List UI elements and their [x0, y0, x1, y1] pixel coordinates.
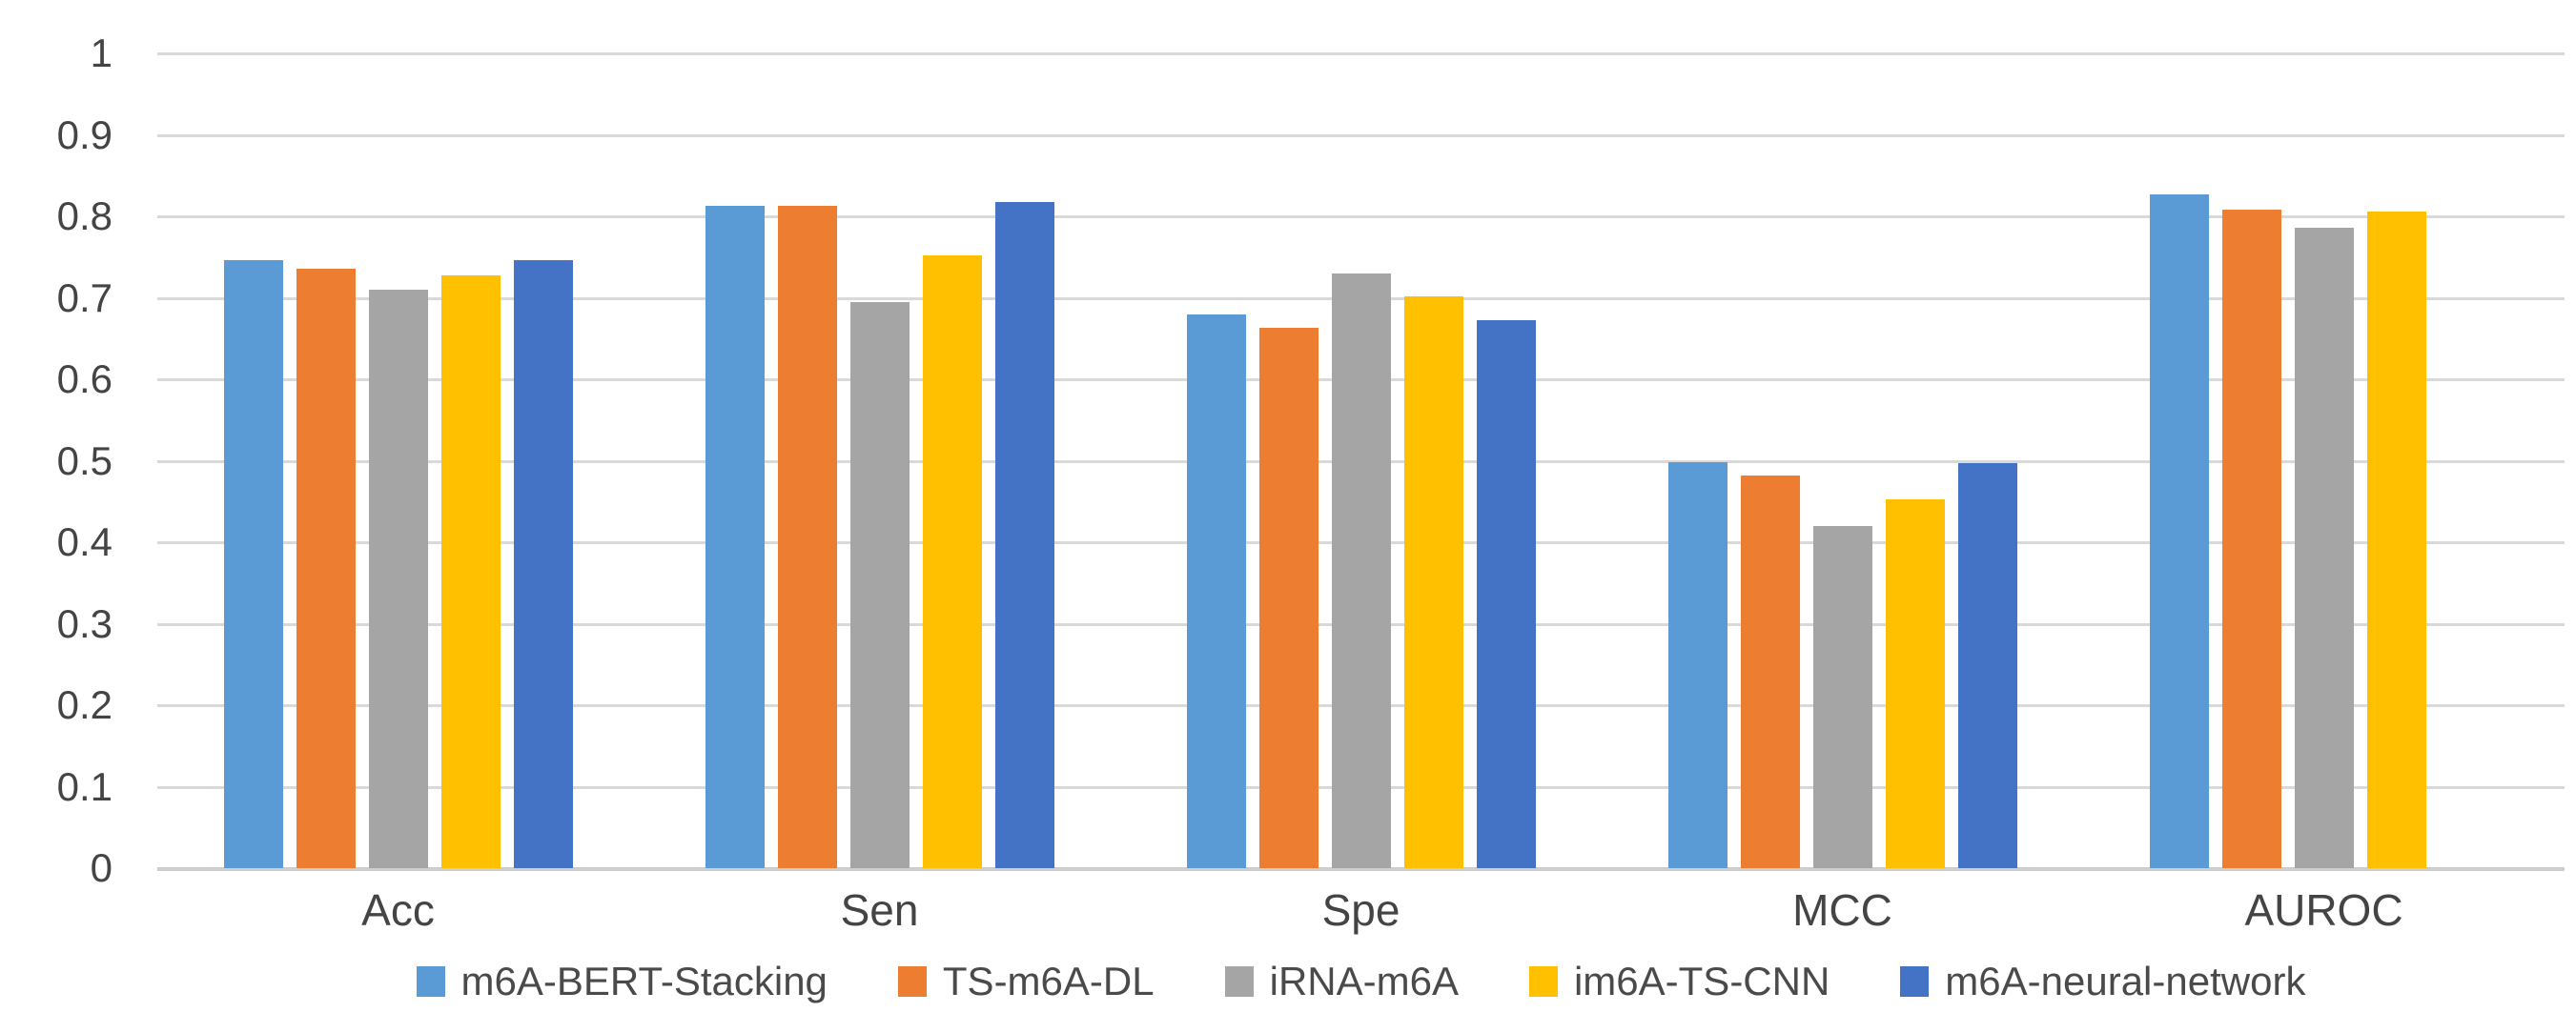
- bar-TS-m6A-DL-Acc: [296, 268, 356, 868]
- legend-swatch-m6A-BERT-Stacking: [416, 966, 445, 997]
- legend-label-iRNA-m6A: iRNA-m6A: [1269, 959, 1459, 1003]
- legend-swatch-im6A-TS-CNN: [1528, 966, 1558, 997]
- gridline-0.8: [157, 215, 2565, 218]
- y-axis: 0 0.1 0.2 0.3 0.4 0.5 0.6 0.7 0.8 0.9 1: [0, 30, 157, 890]
- category-label-Acc: Acc: [361, 885, 435, 935]
- bar-im6A-TS-CNN-Acc: [440, 275, 501, 868]
- y-tick-label-0: 0: [90, 845, 112, 890]
- bar-im6A-TS-CNN-AUROC: [2366, 211, 2426, 868]
- bar-group-Spe: [1120, 53, 1602, 868]
- bar-m6A-BERT-Stacking-Spe: [1186, 314, 1246, 868]
- legend-label-im6A-TS-CNN: im6A-TS-CNN: [1573, 959, 1830, 1003]
- y-tick-label-0.8: 0.8: [56, 193, 112, 238]
- category-label-AUROC: AUROC: [2244, 885, 2403, 935]
- bar-iRNA-m6A-Sen: [849, 301, 910, 868]
- category-label-Spe: Spe: [1321, 885, 1400, 935]
- category-label-Sen: Sen: [840, 885, 919, 935]
- bar-m6A-BERT-Stacking-AUROC: [2149, 193, 2209, 868]
- y-tick-label-0.3: 0.3: [56, 600, 112, 646]
- bar-TS-m6A-DL-MCC: [1740, 475, 1800, 868]
- bar-iRNA-m6A-Spe: [1331, 273, 1391, 868]
- bar-group-Acc: [157, 53, 639, 868]
- legend-item-im6A-TS-CNN: im6A-TS-CNN: [1528, 959, 1830, 1004]
- legend-item-TS-m6A-DL: TS-m6A-DL: [897, 959, 1155, 1004]
- legend-item-m6A-neural-network: m6A-neural-network: [1900, 959, 2305, 1004]
- legend-label-TS-m6A-DL: TS-m6A-DL: [942, 959, 1155, 1003]
- bar-m6A-BERT-Stacking-Acc: [223, 260, 283, 868]
- bar-iRNA-m6A-Acc: [368, 289, 428, 868]
- bar-TS-m6A-DL-Sen: [777, 205, 837, 868]
- bar-m6A-neural-network-Acc: [513, 260, 573, 868]
- y-tick-label-0.4: 0.4: [56, 519, 112, 564]
- y-tick-label-0.9: 0.9: [56, 111, 112, 157]
- legend-swatch-m6A-neural-network: [1900, 966, 1930, 997]
- y-tick-label-0.1: 0.1: [56, 763, 112, 809]
- y-tick-label-0.7: 0.7: [56, 274, 112, 320]
- plot-area: [157, 52, 2565, 871]
- y-tick-label-1: 1: [90, 30, 112, 75]
- y-tick-label-0.2: 0.2: [56, 682, 112, 727]
- bar-m6A-neural-network-MCC: [1957, 463, 2017, 868]
- bar-group-Sen: [639, 53, 1120, 868]
- bar-m6A-neural-network-Spe: [1476, 319, 1536, 868]
- legend-swatch-TS-m6A-DL: [897, 966, 927, 997]
- legend-item-iRNA-m6A: iRNA-m6A: [1224, 959, 1459, 1004]
- bar-group-AUROC: [2083, 53, 2565, 868]
- bar-group-MCC: [1602, 53, 2083, 868]
- bar-iRNA-m6A-MCC: [1812, 525, 1872, 868]
- bar-im6A-TS-CNN-Spe: [1403, 295, 1463, 868]
- y-tick-label-0.6: 0.6: [56, 356, 112, 401]
- legend-item-m6A-BERT-Stacking: m6A-BERT-Stacking: [416, 959, 828, 1004]
- gridline-1: [157, 52, 2565, 55]
- bar-m6A-neural-network-Sen: [994, 201, 1054, 868]
- bar-m6A-BERT-Stacking-MCC: [1667, 462, 1728, 868]
- bar-im6A-TS-CNN-Sen: [922, 255, 982, 868]
- bar-iRNA-m6A-AUROC: [2294, 227, 2354, 868]
- legend-swatch-iRNA-m6A: [1224, 966, 1254, 997]
- x-axis-line: [157, 867, 2565, 871]
- bar-TS-m6A-DL-Spe: [1258, 328, 1319, 868]
- bar-m6A-BERT-Stacking-Sen: [705, 205, 765, 868]
- legend: m6A-BERT-Stacking TS-m6A-DL iRNA-m6A im6A-T…: [157, 959, 2565, 1004]
- category-label-MCC: MCC: [1792, 885, 1892, 935]
- bar-im6A-TS-CNN-MCC: [1885, 498, 1945, 868]
- y-tick-label-0.5: 0.5: [56, 437, 112, 483]
- legend-label-m6A-neural-network: m6A-neural-network: [1945, 959, 2306, 1003]
- bar-TS-m6A-DL-AUROC: [2221, 210, 2281, 868]
- legend-label-m6A-BERT-Stacking: m6A-BERT-Stacking: [460, 959, 828, 1003]
- gridline-0.9: [157, 133, 2565, 137]
